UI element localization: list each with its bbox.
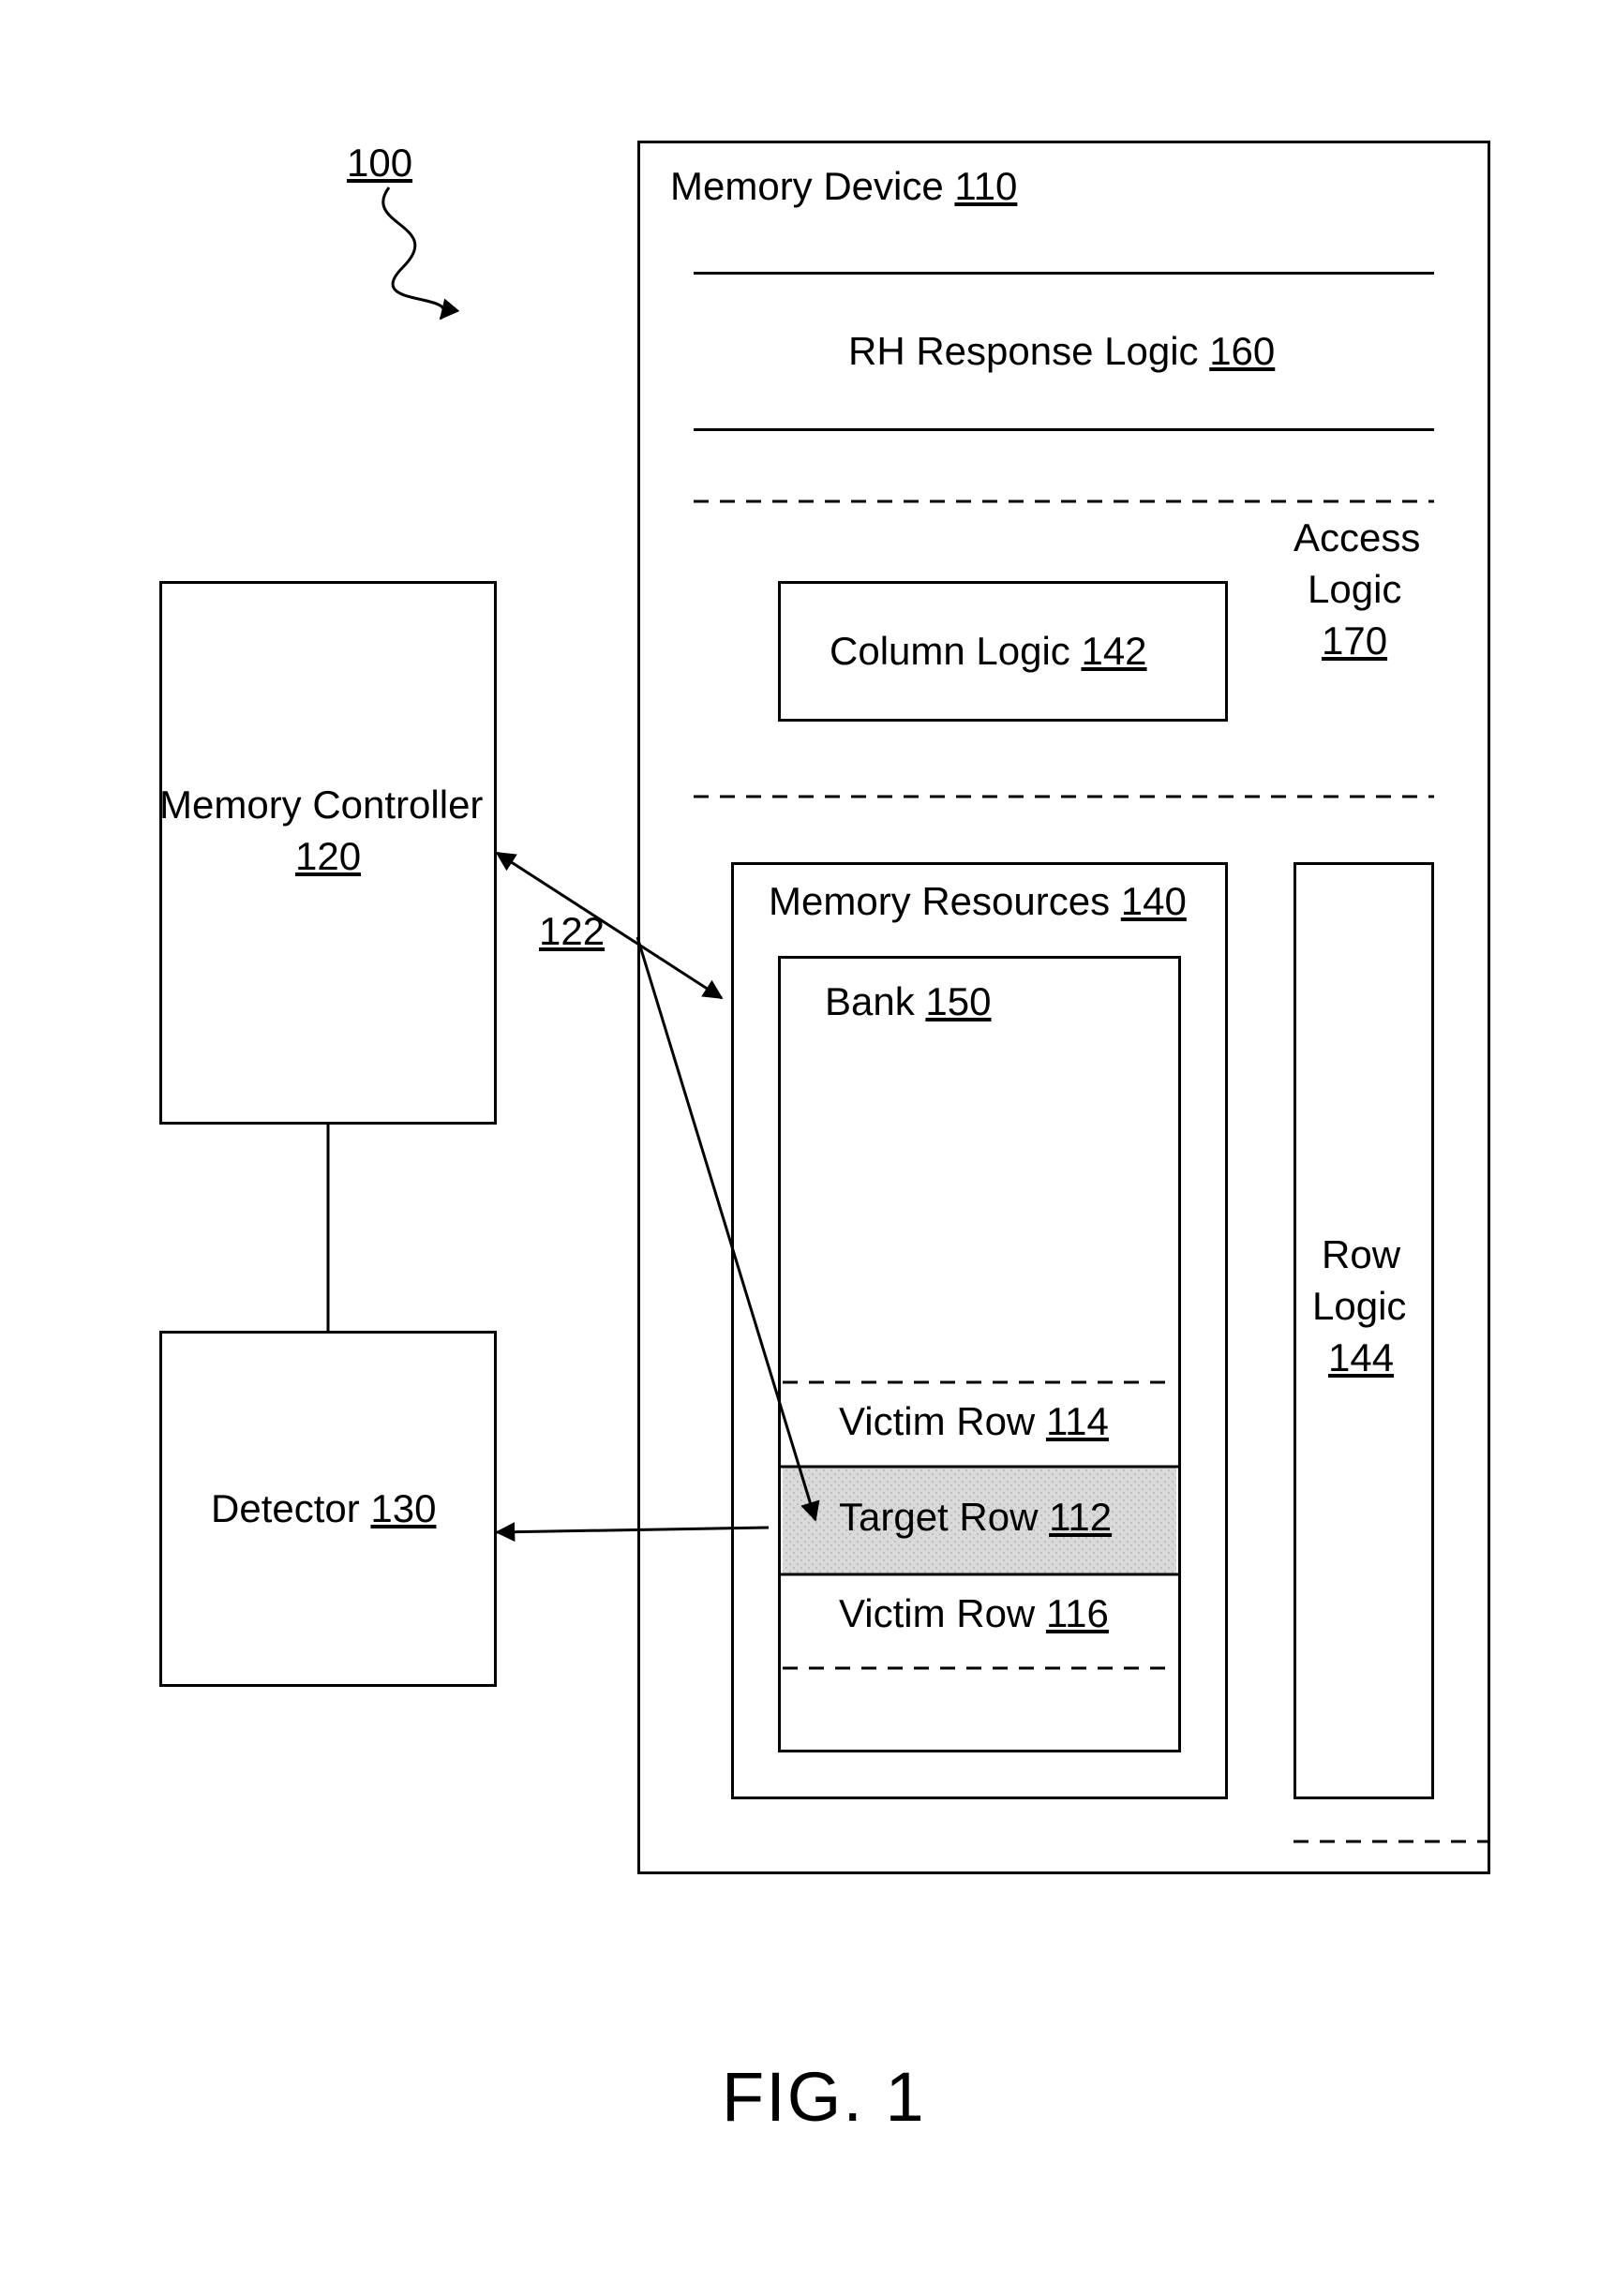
victim_top-label: Victim Row [839,1399,1046,1443]
rh-logic-ref: 160 [1209,329,1275,373]
bank-text: Bank 150 [825,979,991,1024]
rh-logic-label: RH Response Logic [848,329,1209,373]
access-logic-line3: 170 [1322,619,1387,663]
access-logic-title2: Logic [1308,567,1401,611]
victim_bottom-text: Victim Row 116 [839,1591,1109,1636]
victim_bottom-ref: 116 [1046,1591,1109,1635]
target-label: Target Row [839,1495,1049,1539]
detector-label: Detector [211,1486,370,1530]
memory-controller-ref: 120 [295,834,361,878]
system-ref-label: 100 [347,141,412,186]
victim_top-ref: 114 [1046,1399,1109,1443]
memory-resources-label: Memory Resources [769,879,1121,923]
access-logic-line1: Access [1293,515,1420,560]
target-ref: 112 [1049,1495,1112,1539]
bus-ref-label: 122 [539,909,605,954]
row-logic-box [1293,862,1434,1799]
memory-controller-line1: Memory Controller [159,783,483,827]
memory-device-text: Memory Device 110 [670,164,1017,209]
row-logic-ref: 144 [1328,1335,1394,1379]
target-text: Target Row 112 [839,1495,1112,1540]
bus-ref: 122 [539,909,605,953]
column-logic-label: Column Logic [830,629,1081,673]
row-logic-line2: Logic [1312,1284,1406,1329]
bank-ref: 150 [925,979,991,1023]
memory-device-label: Memory Device [670,164,954,208]
bank-label: Bank [825,979,925,1023]
column-logic-text: Column Logic 142 [830,629,1147,674]
access-logic-title1: Access [1293,515,1420,559]
row-logic-title2: Logic [1312,1284,1406,1328]
victim_top-text: Victim Row 114 [839,1399,1109,1444]
system-ref: 100 [347,141,412,185]
row-logic-title1: Row [1322,1232,1400,1276]
memory-resources-text: Memory Resources 140 [769,879,1187,924]
memory-controller-title: Memory Controller [159,783,483,827]
access-logic-ref: 170 [1322,619,1387,663]
detector-text: Detector 130 [211,1486,436,1531]
access-logic-line2: Logic [1308,567,1401,612]
memory-device-ref: 110 [954,164,1017,208]
column-logic-ref: 142 [1081,629,1146,673]
row-logic-ref-line: 144 [1328,1335,1394,1380]
memory-resources-ref: 140 [1121,879,1187,923]
rh-logic-text: RH Response Logic 160 [848,329,1275,374]
memory-controller-line2: 120 [295,834,361,879]
detector-ref: 130 [370,1486,436,1530]
figure-caption: FIG. 1 [722,2057,926,2137]
victim_bottom-label: Victim Row [839,1591,1046,1635]
row-logic-line1: Row [1322,1232,1400,1277]
